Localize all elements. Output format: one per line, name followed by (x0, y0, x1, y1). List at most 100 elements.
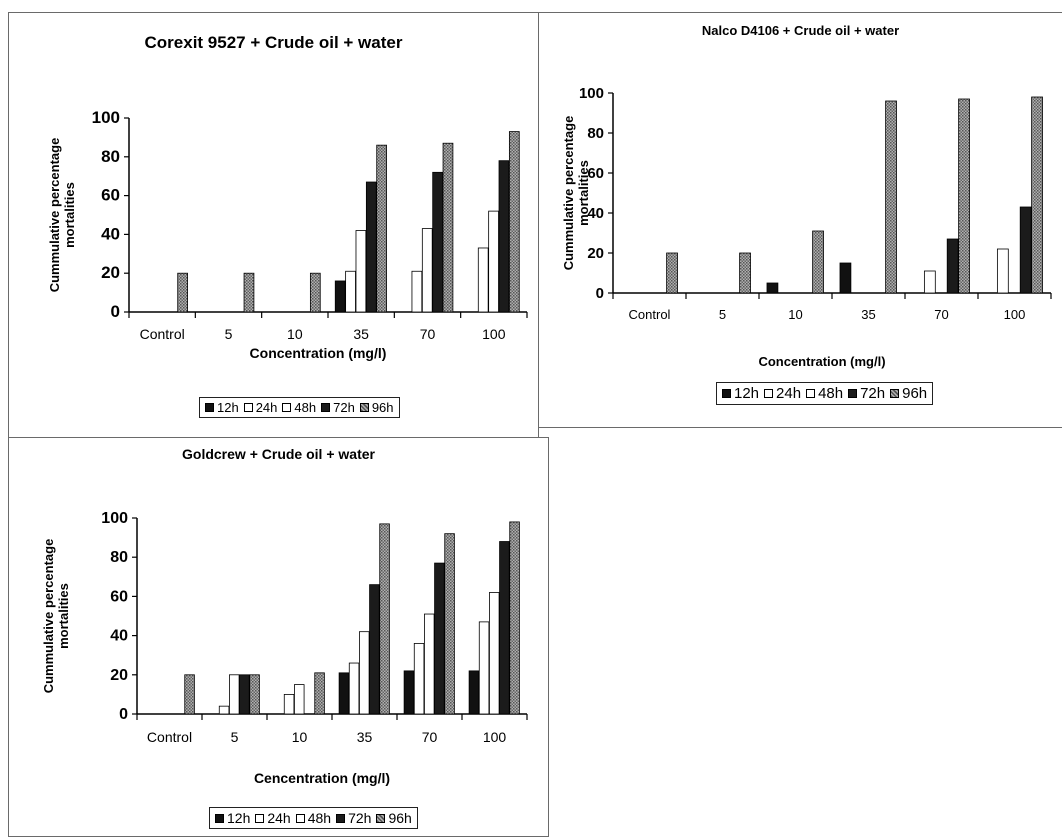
x-tick-label: 35 (357, 729, 373, 745)
bar-12h-70 (403, 670, 415, 715)
legend-label: 12h (227, 810, 251, 826)
bar-72h-100 (1019, 206, 1032, 294)
bar-24h-70 (923, 270, 936, 294)
bar-48h-35 (355, 230, 367, 313)
chart-title: Corexit 9527 + Crude oil + water (144, 33, 403, 52)
x-tick-label: 35 (861, 307, 875, 322)
legend-item-96h: 96h (359, 400, 394, 415)
bar-96h-5 (243, 272, 255, 313)
bar-96h-5 (739, 252, 751, 294)
legend-item-12h: 12h (205, 400, 239, 415)
bar-48h-100 (488, 210, 499, 313)
legend-swatch (890, 389, 900, 398)
y-tick-label: 60 (587, 165, 604, 182)
x-tick-label: 70 (420, 326, 436, 342)
bar-72h-70 (946, 238, 959, 294)
bar-24h-100 (996, 248, 1009, 294)
x-tick-label: 5 (225, 326, 233, 342)
x-axis-title: Cencentration (mg/l) (254, 770, 390, 786)
bar-96h-Control (666, 252, 678, 294)
legend-label: 48h (307, 810, 332, 826)
bar-72h-70 (434, 562, 445, 715)
chart-plot-nalco: 0 20 40 60 80 100 Cummulative percentagemortal… (561, 85, 1052, 369)
y-tick-label: 40 (101, 224, 120, 243)
legend-swatch (722, 389, 731, 398)
chart-title: Nalco D4106 + Crude oil + water (701, 23, 900, 38)
legend-label: 72h (860, 385, 886, 402)
x-axis-title: Concentration (mg/l) (758, 354, 885, 369)
x-tick-label: 10 (292, 729, 308, 745)
legend-swatch (764, 389, 774, 398)
legend-item-24h: 24h (764, 385, 801, 402)
bar-96h-35 (885, 100, 897, 294)
bar-12h-35 (338, 672, 350, 715)
chart-panel-goldcrew: Goldcrew + Crude oil + water 0 20 40 60 80 10… (8, 437, 549, 837)
y-tick-label: 20 (587, 245, 604, 262)
x-tick-label: 70 (422, 729, 438, 745)
legend-item-24h: 24h (255, 810, 291, 826)
bar-96h-35 (376, 144, 387, 313)
chart-legend: 12h 24h 48h 72h 96h (716, 382, 934, 405)
bar-12h-35 (839, 262, 852, 294)
bar-24h-100 (478, 621, 490, 715)
x-tick-label: Control (629, 307, 671, 322)
legend-swatch (243, 403, 253, 412)
x-tick-label: 100 (1004, 307, 1026, 322)
legend-item-48h: 48h (806, 385, 843, 402)
bar-24h-70 (411, 270, 423, 313)
bar-24h-100 (477, 247, 489, 313)
legend-item-12h: 12h (215, 810, 250, 826)
legend-label: 72h (333, 400, 355, 415)
legend-label: 24h (776, 385, 802, 402)
y-tick-label: 100 (92, 108, 120, 127)
y-tick-label: 60 (101, 186, 120, 205)
y-tick-label: 20 (110, 667, 128, 684)
legend-label: 48h (294, 400, 317, 415)
y-tick-label: 20 (101, 263, 120, 282)
bar-96h-100 (1031, 96, 1043, 294)
bar-24h-35 (345, 270, 356, 313)
chart-title: Goldcrew + Crude oil + water (182, 446, 375, 462)
legend-label: 96h (371, 400, 394, 415)
bar-12h-10 (766, 282, 779, 294)
legend-item-48h: 48h (282, 400, 316, 415)
bar-24h-35 (348, 662, 360, 715)
y-tick-label: 40 (587, 205, 604, 222)
legend-item-24h: 24h (243, 400, 277, 415)
bar-96h-35 (379, 523, 390, 715)
y-tick-label: 100 (579, 85, 604, 102)
chart-plot-goldcrew: 0 20 40 60 80 100 Cummulative percentagemortal… (41, 510, 528, 786)
y-tick-label: 0 (111, 302, 120, 321)
legend-item-96h: 96h (376, 810, 412, 826)
legend-swatch (321, 403, 331, 412)
bar-12h-100 (468, 670, 480, 715)
legend-item-72h: 72h (336, 810, 371, 826)
bar-48h-100 (489, 592, 500, 715)
bar-96h-70 (958, 98, 970, 294)
bar-72h-35 (369, 584, 380, 715)
x-tick-label: 5 (719, 307, 726, 322)
legend-swatch (359, 403, 369, 412)
bar-96h-10 (812, 230, 824, 294)
chart-legend: 12h 24h 48h 72h 96h (209, 807, 418, 829)
y-axis-title: Cummulative percentagemortalities (47, 138, 77, 293)
chart-panel-corexit: Corexit 9527 + Crude oil + water 0 20 40 60… (8, 12, 539, 438)
legend-item-48h: 48h (295, 810, 332, 826)
y-tick-label: 100 (101, 510, 128, 527)
bar-96h-10 (314, 672, 325, 715)
bar-96h-Control (177, 272, 188, 313)
bar-96h-Control (184, 674, 195, 715)
y-tick-label: 40 (110, 628, 128, 645)
legend-label: 12h (217, 400, 239, 415)
y-tick-label: 60 (110, 588, 128, 605)
bar-96h-100 (508, 131, 520, 313)
bar-48h-70 (424, 613, 435, 715)
bar-24h-10 (283, 693, 295, 715)
x-tick-label: Control (147, 729, 192, 745)
y-tick-label: 80 (101, 147, 120, 166)
y-tick-label: 0 (119, 706, 128, 723)
chart-plot-corexit: 0 20 40 60 80 100 Cummulative percentagemortal… (47, 108, 528, 361)
legend-label: 48h (818, 385, 844, 402)
x-tick-label: 70 (934, 307, 948, 322)
x-tick-label: 5 (231, 729, 239, 745)
